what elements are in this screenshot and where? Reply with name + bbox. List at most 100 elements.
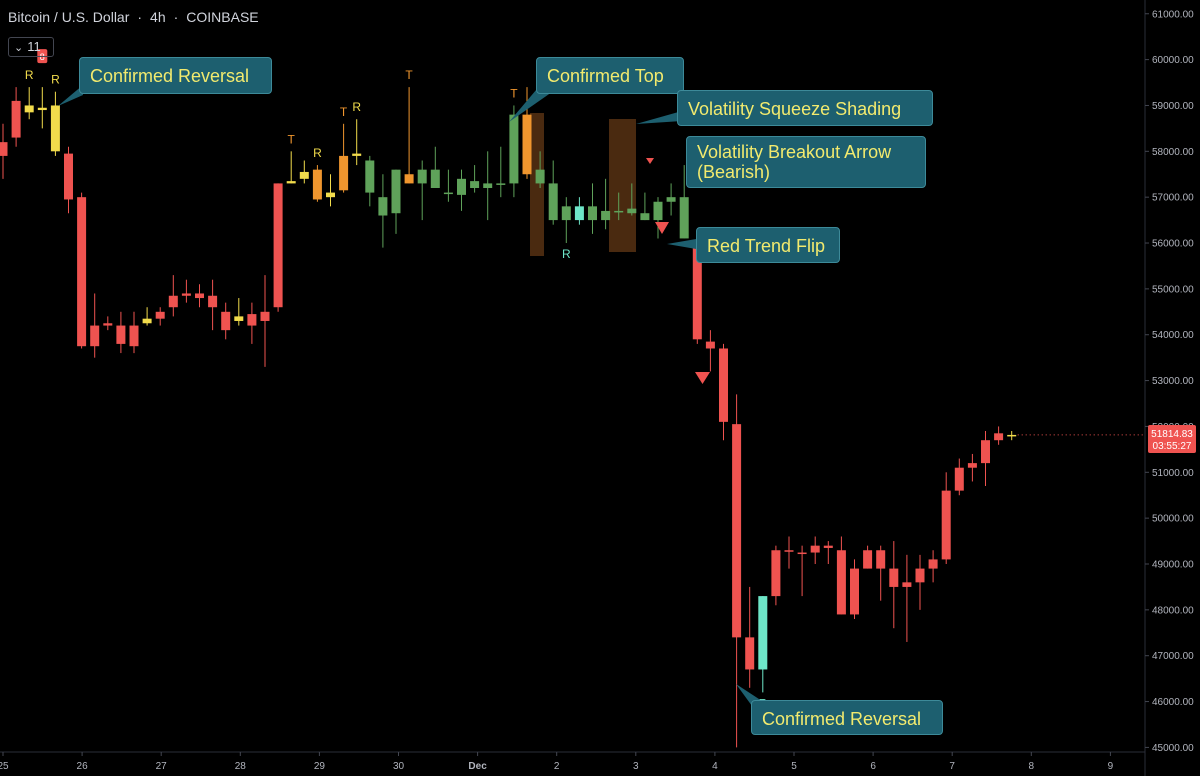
signal-marker: R [352,100,361,114]
candle-body [77,197,87,347]
candle-body [103,323,113,326]
candle [142,307,152,326]
price-tick-label: 48000.00 [1152,605,1194,616]
time-tick-label: 29 [314,761,326,772]
candle-body [509,114,519,184]
candle [181,279,191,303]
candle [915,554,925,610]
candle [876,545,886,601]
candle [863,545,873,569]
callout-red-trend-flip: Red Trend Flip [696,227,840,263]
time-tick-label: 5 [791,761,797,772]
candle [758,596,768,693]
candle [208,279,218,331]
signal-marker: R [25,68,34,82]
candle-body [312,169,322,200]
candle [640,192,650,221]
candle [745,586,755,688]
price-tick-label: 57000.00 [1152,193,1194,204]
candle [928,550,938,583]
candle-body [915,568,925,583]
time-tick-label: Dec [468,761,487,772]
candle-body [941,490,951,560]
candle-body [758,596,768,670]
indicators-toggle[interactable]: ⌄ 11 [8,37,54,57]
symbol-title[interactable]: Bitcoin / U.S. Dollar [8,9,130,25]
candle-body [522,114,532,175]
candle [889,541,899,629]
candle-body [443,192,453,195]
time-tick-label: 28 [235,761,247,772]
time-tick-label: 27 [156,761,168,772]
candle-body [876,550,886,569]
candle-body [640,213,650,221]
candle [994,426,1004,445]
price-tick-label: 59000.00 [1152,101,1194,112]
candle-body [64,153,73,200]
candle [588,183,597,234]
candle [719,343,728,441]
price-tick-label: 45000.00 [1152,743,1194,754]
callout-volatility-squeeze: Volatility Squeeze Shading [677,90,933,126]
candle [601,178,611,230]
time-tick-label: 7 [949,761,955,772]
candle [666,183,676,216]
candle-body [11,100,21,138]
candle [535,151,545,188]
candle-body [666,197,676,202]
separator-dot: · [173,9,179,25]
candle [129,311,139,354]
candle [470,165,480,193]
candle [797,545,807,597]
candle-body [155,311,165,319]
candle [24,87,34,120]
candle [326,174,335,207]
candle-body [692,240,702,340]
candle-body [326,192,335,198]
candle-body [470,181,480,188]
signal-marker: T [510,86,518,100]
price-tick-label: 54000.00 [1152,330,1194,341]
candle [234,298,244,326]
price-tick-label: 60000.00 [1152,55,1194,66]
price-axis[interactable]: 45000.00 46000.00 47000.00 48000.00 49000.00… [1017,0,1194,776]
candle-body [535,169,545,184]
candle [404,87,414,184]
price-tick-label: 56000.00 [1152,239,1194,250]
candle-body [889,568,899,587]
candle-body [339,155,349,191]
candle-body [994,433,1004,441]
candle [705,330,715,372]
candle [64,146,73,214]
candle-body [208,295,218,308]
candle-body [823,545,833,548]
candle [981,431,990,487]
candle [116,311,126,354]
candle-body [168,295,178,308]
candle-body [627,208,637,214]
interval-label[interactable]: 4h [150,9,166,25]
time-tick-label: 2 [554,761,560,772]
candle-body [797,552,807,555]
time-axis[interactable]: 25 26 27 28 29 30 Dec 2 3 4 5 6 7 8 9 [0,751,1145,772]
candle-body [286,181,296,184]
candle [378,174,388,248]
chevron-down-icon: ⌄ [14,42,24,54]
markers-layer: R8RTRTRTTRR [25,49,767,710]
candle-body [299,171,309,179]
time-tick-label: 6 [870,761,876,772]
signal-badge-label: 8 [40,52,45,62]
time-tick-label: 3 [633,761,639,772]
candle [771,545,781,606]
candle-body [0,142,8,156]
candle-body [37,107,47,111]
price-tick-label: 46000.00 [1152,697,1194,708]
candle-body [181,293,191,296]
candle [784,536,794,569]
candle [195,284,204,308]
candle-body [967,463,977,468]
candle [417,160,427,221]
candle [836,536,846,615]
candle [954,458,964,496]
